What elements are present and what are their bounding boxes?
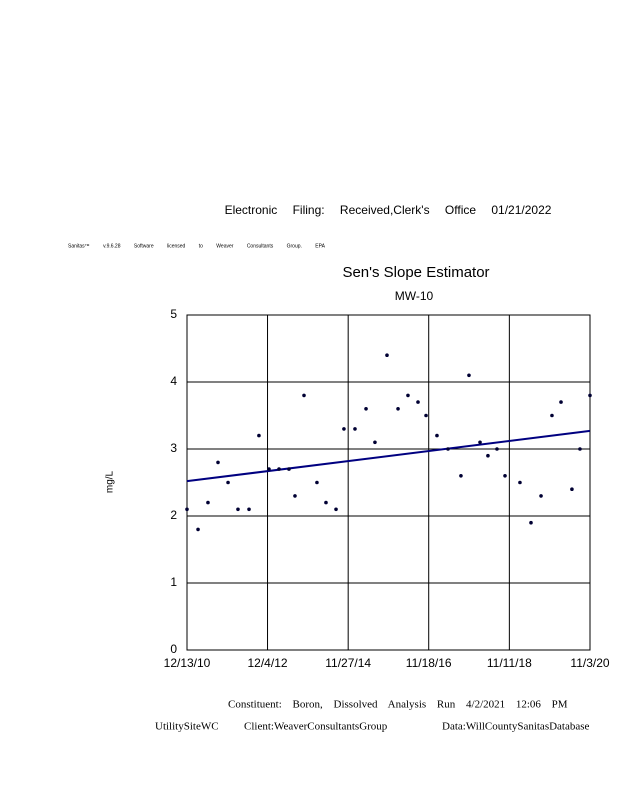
footer-analysis: Constituent: Boron, Dissolved Analysis R…	[228, 699, 568, 711]
x-tick-label: 11/3/20	[570, 656, 609, 670]
data-point	[416, 400, 420, 404]
data-point	[435, 433, 439, 438]
data-point	[267, 467, 271, 471]
data-point	[364, 407, 368, 411]
data-point	[302, 393, 306, 398]
data-point	[539, 494, 543, 498]
data-point	[353, 427, 357, 431]
data-point	[247, 507, 251, 512]
trend-line	[186, 429, 591, 483]
data-point	[334, 507, 338, 512]
x-tick-label: 12/4/12	[248, 656, 288, 670]
chart-title: Sen's Slope Estimator	[342, 264, 489, 281]
data-point	[236, 507, 240, 512]
data-point	[396, 407, 400, 411]
data-point	[293, 494, 297, 498]
data-point	[570, 487, 574, 492]
data-point	[495, 447, 499, 451]
data-point	[529, 520, 533, 525]
data-point	[315, 480, 319, 485]
data-point	[503, 474, 507, 478]
filing-stamp: Electronic Filing: Received,Clerk's Offi…	[225, 203, 552, 217]
y-tick-label: 5	[170, 307, 177, 321]
x-tick-label: 11/27/14	[325, 656, 371, 670]
data-point	[373, 440, 377, 445]
y-tick-label: 0	[170, 642, 177, 656]
y-tick-label: 2	[170, 508, 177, 522]
data-point	[277, 467, 281, 471]
data-point	[478, 440, 482, 445]
data-point	[406, 393, 410, 398]
data-point	[185, 507, 189, 512]
data-point	[287, 467, 291, 471]
data-point	[467, 373, 471, 378]
data-point	[257, 433, 261, 438]
y-tick-label: 4	[170, 374, 177, 388]
footer-site: UtilitySiteWC	[155, 721, 219, 733]
x-tick-label: 12/13/10	[164, 656, 211, 670]
data-point	[324, 500, 328, 505]
plot-frame	[186, 314, 591, 651]
y-axis-label: mg/L	[105, 470, 116, 493]
data-point	[559, 400, 563, 404]
data-point	[196, 527, 200, 532]
data-point	[424, 413, 428, 418]
data-point	[578, 447, 582, 451]
data-point	[206, 500, 210, 505]
data-point	[226, 480, 230, 485]
license-note: Sanitas™ v.9.6.28 Software licensed to W…	[68, 243, 326, 249]
data-point	[342, 427, 346, 431]
data-point	[385, 353, 389, 358]
data-point	[216, 460, 220, 465]
footer-data: Data:WillCountySanitasDatabase	[442, 721, 590, 733]
data-point	[550, 413, 554, 418]
x-tick-label: 11/18/16	[406, 656, 452, 670]
data-point	[486, 453, 490, 458]
y-tick-label: 3	[170, 441, 177, 455]
data-point	[446, 447, 450, 451]
y-tick-label: 1	[170, 575, 177, 589]
footer-client: Client:WeaverConsultantsGroup	[244, 721, 388, 733]
data-point	[518, 480, 522, 485]
data-point	[459, 474, 463, 478]
data-point	[588, 393, 592, 398]
x-tick-label: 11/11/18	[487, 656, 532, 670]
chart-subtitle: MW-10	[395, 289, 434, 303]
